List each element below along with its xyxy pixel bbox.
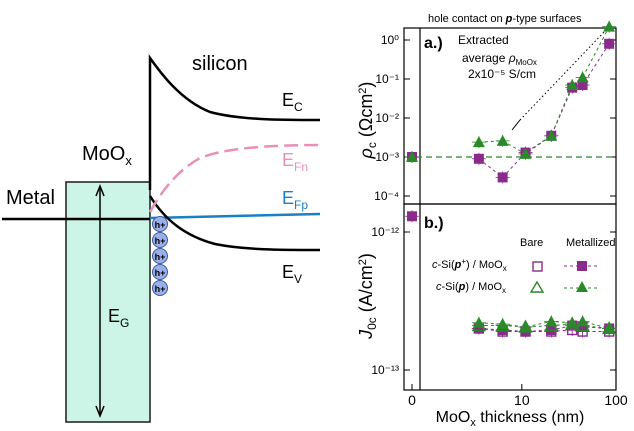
data-point-square: [473, 153, 484, 164]
y-tick-label-a: 10⁻³: [375, 150, 399, 164]
hole-label: h+: [155, 252, 166, 262]
x-tick-label: 10: [514, 392, 530, 408]
series-marks: [406, 20, 617, 337]
y-tick-label-b: 10⁻¹²: [371, 225, 399, 239]
y-tick-label-b: 10⁻¹³: [371, 363, 399, 377]
annotation-line-3: 2x10⁻⁵ S/cm: [468, 67, 536, 81]
efp-label: EFp: [282, 188, 308, 212]
legend-open-square-marker: [532, 261, 543, 272]
axis-ticks: 10⁻⁴ 10⁻³ 10⁻² 10⁻¹ 10⁰ 10⁻¹² 10⁻¹³ 0 10 100: [371, 33, 628, 408]
chart-title: hole contact on p-type surfaces: [428, 13, 582, 25]
y-tick-label-a: 10⁻¹: [375, 72, 399, 86]
legend-col-bare: Bare: [520, 237, 543, 249]
data-point-triangle: [566, 316, 579, 328]
data-point-triangle: [576, 315, 589, 327]
y-tick-label-a: 10⁻⁴: [374, 189, 399, 203]
data-point-square: [473, 323, 484, 334]
efn-line: [148, 143, 321, 213]
ec-label: EC: [282, 90, 303, 114]
data-point-triangle: [472, 136, 485, 148]
data-point-triangle: [472, 316, 485, 328]
hole-stack: h+ h+ h+ h+ h+: [152, 216, 168, 296]
ec-band: [148, 54, 321, 190]
panel-b-label: b.): [424, 215, 444, 232]
annotation-line-1: Extracted: [458, 33, 509, 47]
data-point-square: [497, 172, 508, 183]
hole-carrier: h+: [152, 264, 168, 280]
ev-label: EV: [282, 262, 302, 286]
data-point-triangle: [603, 20, 616, 32]
data-point-triangle: [496, 318, 509, 330]
data-point-triangle: [496, 134, 509, 146]
eg-arrow-head-bottom: [95, 405, 105, 419]
band-diagram: h+ h+ h+ h+ h+ Metal MoOx silicon EC EFn EFp…: [2, 53, 321, 423]
data-point-triangle: [566, 79, 579, 91]
hole-carrier: h+: [152, 216, 168, 232]
x-tick-label: 100: [604, 392, 628, 408]
moox-bandgap-box: [65, 181, 151, 423]
hole-label: h+: [155, 236, 166, 246]
hole-carrier: h+: [152, 280, 168, 296]
y-tick-label-a: 10⁻²: [375, 111, 399, 125]
data-point-square: [407, 211, 417, 222]
x-axis-label: MoOx thickness (nm): [436, 409, 585, 429]
slope-line-1: [519, 29, 607, 121]
silicon-label: silicon: [192, 53, 248, 75]
legend-row-1: c-Si(p+) / MoOx: [432, 257, 507, 273]
legend-col-metallized: Metallized: [566, 237, 616, 249]
data-point-triangle: [603, 322, 616, 334]
x-tick-label: 0: [408, 392, 416, 408]
data-point-triangle: [545, 315, 558, 327]
panel-a-ylabel: ρc (Ωcm2): [356, 82, 379, 160]
data-point-triangle: [519, 320, 532, 332]
annotation-line-2: average ρMoOx: [462, 51, 537, 67]
y-tick-label-a: 10⁰: [381, 33, 399, 47]
panel-a-label: a.): [424, 35, 443, 52]
chart-panels: hole contact on p-type surfaces a.) b.) …: [356, 13, 628, 429]
hole-carrier: h+: [152, 248, 168, 264]
data-point-triangle: [519, 147, 532, 159]
ev-band: [148, 195, 321, 252]
data-point-triangle: [576, 71, 589, 83]
data-point-square: [577, 321, 588, 332]
data-point-square: [604, 38, 615, 49]
efn-label: EFn: [282, 150, 308, 174]
hole-label: h+: [155, 220, 166, 230]
legend-filled-triangle-marker: [576, 281, 588, 292]
efp-line: [149, 212, 321, 220]
legend-filled-square-marker: [577, 261, 587, 271]
hole-carrier: h+: [152, 232, 168, 248]
moox-label: MoOx: [82, 143, 132, 168]
metal-label: Metal: [6, 187, 55, 209]
data-point-square: [577, 80, 588, 91]
data-point-triangle: [406, 151, 418, 162]
panel-b-frame: [403, 203, 617, 391]
slope-line-2: [511, 119, 521, 131]
panel-b-ylabel: J0c (A/cm2): [356, 253, 379, 340]
legend-row-2: c-Si(p) / MoOx: [436, 281, 506, 295]
hole-label: h+: [155, 284, 166, 294]
eg-arrow-head-top: [95, 183, 105, 197]
hole-label: h+: [155, 268, 166, 278]
legend-open-triangle-marker: [529, 280, 545, 293]
data-point-triangle: [545, 129, 558, 141]
